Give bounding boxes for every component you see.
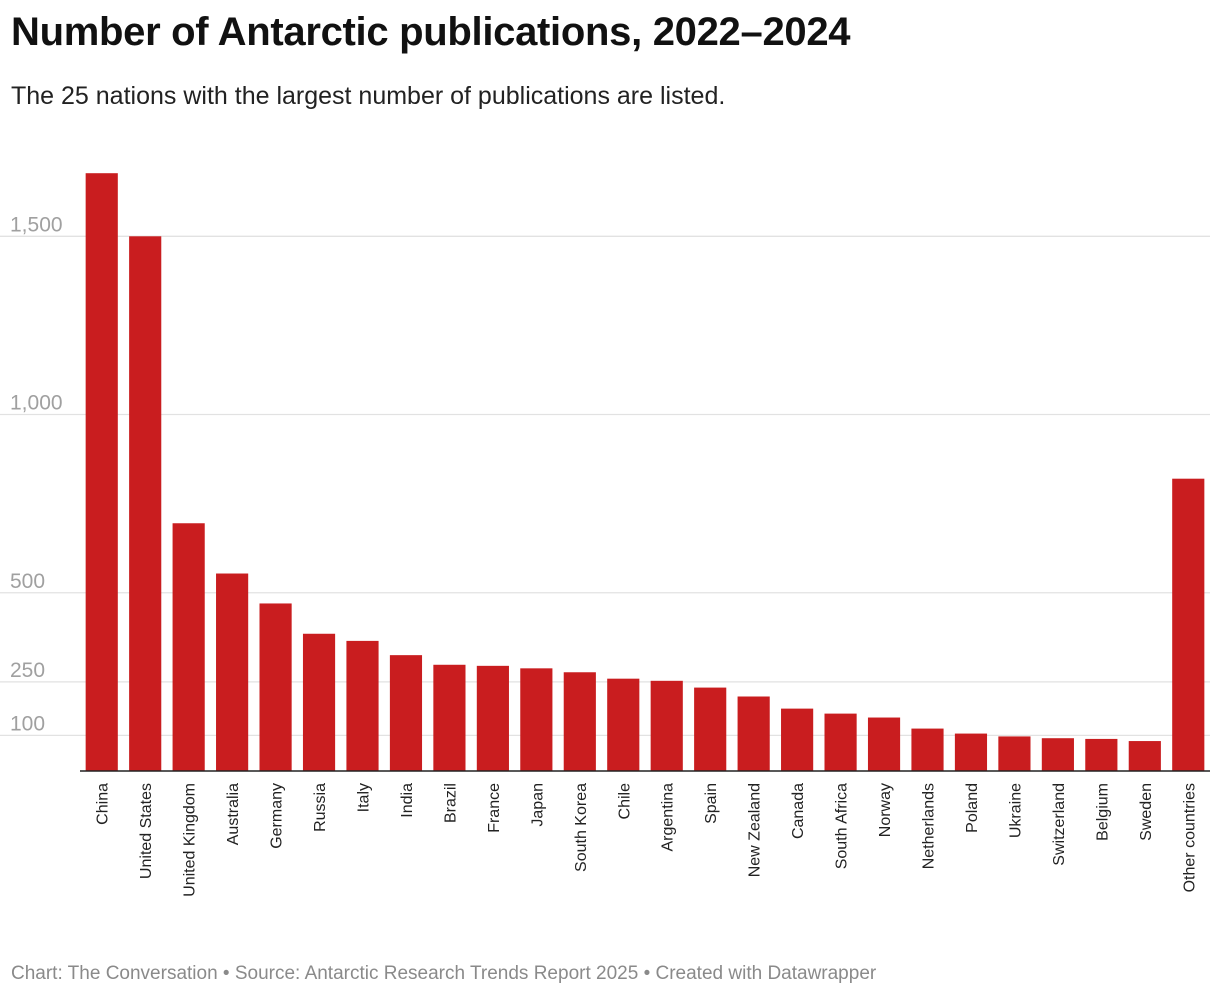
bar — [694, 687, 727, 771]
bar — [389, 655, 423, 771]
bar — [1041, 738, 1074, 771]
bar — [824, 713, 857, 771]
category-label: Poland — [964, 783, 981, 833]
bar — [433, 664, 466, 771]
category-label: United States — [138, 783, 155, 879]
category-label: Other countries — [1181, 783, 1198, 892]
bar — [216, 573, 249, 771]
category-label: South Africa — [834, 783, 851, 869]
bar — [954, 733, 988, 771]
bar — [259, 603, 292, 771]
category-label: Spain — [703, 783, 720, 824]
bar — [1128, 741, 1161, 771]
category-label: Canada — [790, 783, 807, 839]
y-tick-label: 100 — [10, 712, 45, 735]
bar — [650, 680, 683, 771]
bar — [1172, 478, 1205, 771]
bars — [85, 173, 1205, 771]
category-label: Belgium — [1094, 783, 1111, 841]
bar — [346, 640, 379, 771]
y-tick-label: 250 — [10, 659, 45, 682]
category-label: Japan — [529, 783, 546, 827]
category-label: France — [486, 783, 503, 833]
category-label: India — [399, 783, 416, 818]
category-label: Germany — [269, 783, 286, 849]
bar — [520, 668, 553, 771]
category-label: China — [95, 783, 112, 825]
chart-title: Number of Antarctic publications, 2022–2… — [11, 10, 851, 54]
bar — [781, 708, 814, 771]
category-label: Russia — [312, 783, 329, 832]
category-label: Sweden — [1138, 783, 1155, 841]
category-label: New Zealand — [747, 783, 764, 877]
category-label: United Kingdom — [182, 783, 199, 897]
bar — [563, 672, 596, 771]
y-tick-label: 1,500 — [10, 213, 63, 236]
category-label: Brazil — [442, 783, 459, 823]
category-label: Australia — [225, 783, 242, 845]
category-label: Ukraine — [1007, 783, 1024, 838]
category-label: Italy — [356, 783, 373, 812]
category-label: Netherlands — [921, 783, 938, 869]
chart-subtitle: The 25 nations with the largest number o… — [11, 82, 726, 110]
bar-chart: 100 250 500 1,000 1,500 China United States Un… — [0, 173, 1210, 897]
y-tick-label: 500 — [10, 570, 45, 593]
bar — [302, 633, 336, 771]
y-tick-label: 1,000 — [10, 392, 63, 415]
bar — [998, 736, 1031, 771]
bar — [737, 696, 770, 771]
bar — [911, 728, 944, 771]
bar — [85, 173, 118, 771]
category-label: Norway — [877, 783, 894, 837]
category-labels: China United States United Kingdom Australi… — [95, 783, 1199, 897]
bar — [172, 523, 205, 771]
bar — [607, 678, 640, 771]
category-label: South Korea — [573, 783, 590, 872]
category-label: Argentina — [660, 783, 677, 852]
bar — [476, 665, 509, 771]
category-label: Chile — [616, 783, 633, 820]
bar — [867, 717, 901, 771]
chart-footer: Chart: The Conversation • Source: Antarc… — [11, 963, 877, 984]
bar — [129, 236, 162, 771]
bar — [1085, 738, 1118, 771]
category-label: Switzerland — [1051, 783, 1068, 866]
